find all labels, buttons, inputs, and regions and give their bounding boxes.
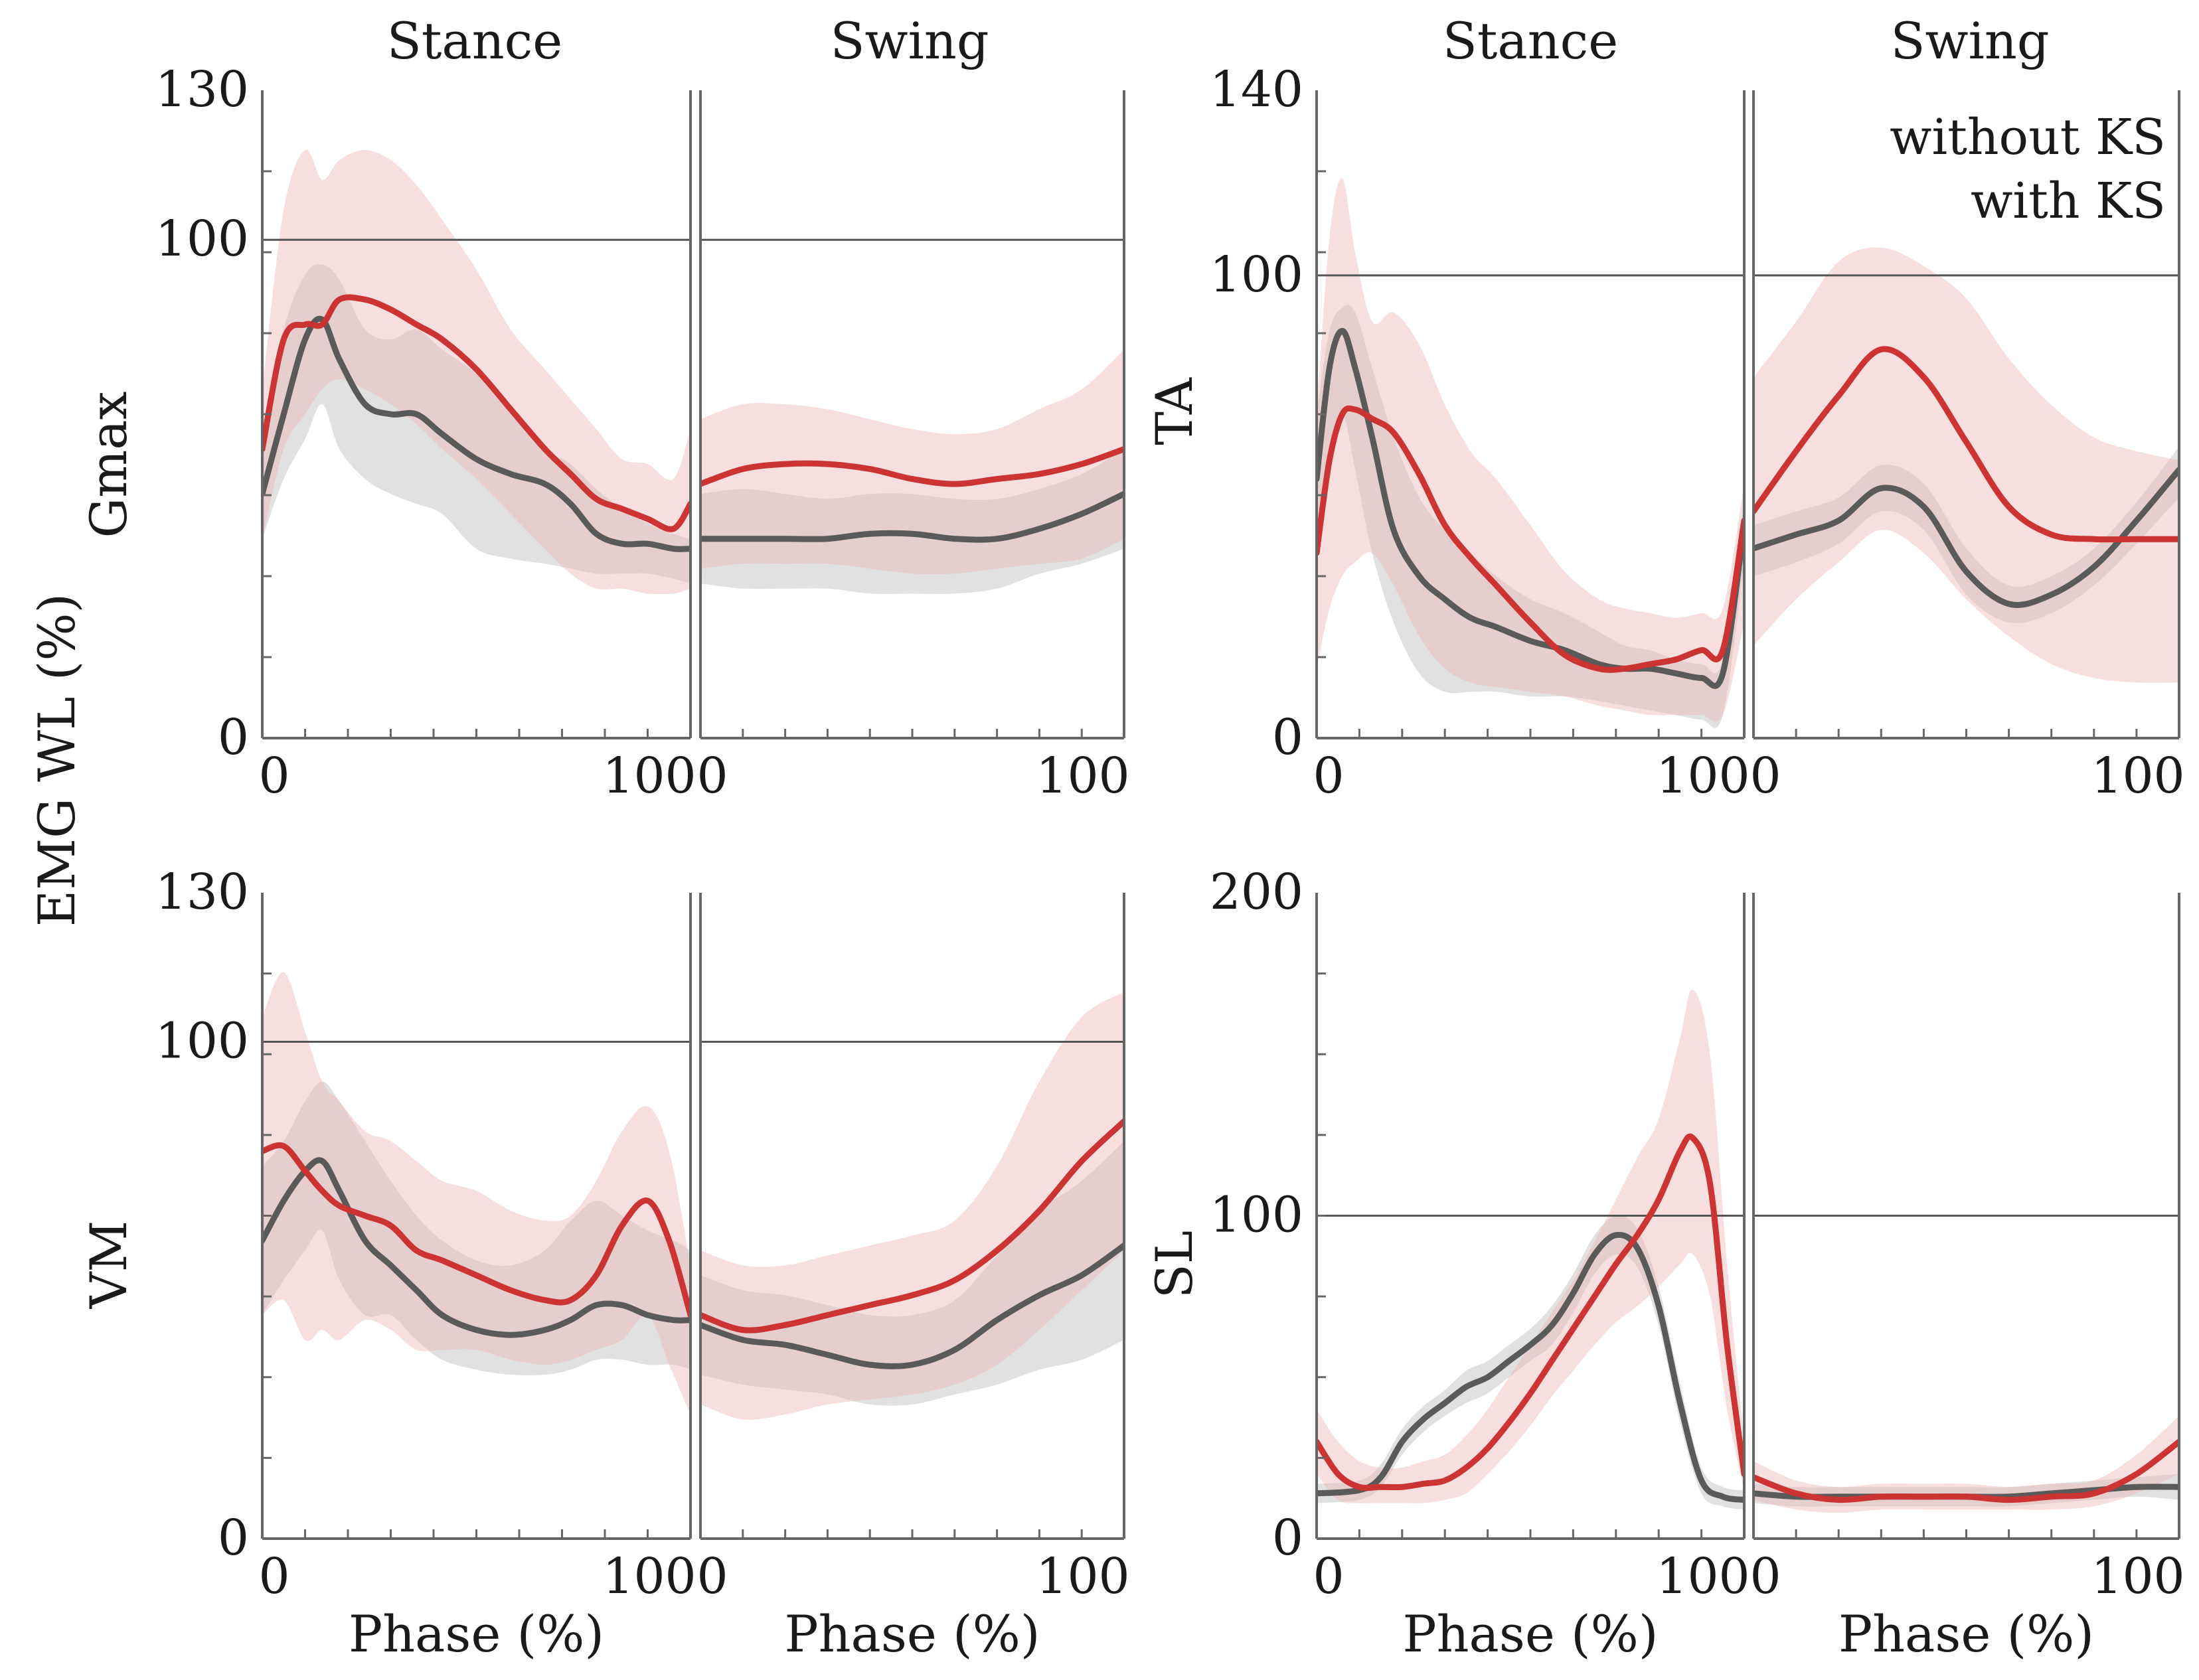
x-tick-0: 0 [258,747,289,804]
muscle-label-sl: SL [1145,1231,1204,1299]
line-with-ks [262,294,691,532]
legend-with-ks: with KS [1971,173,2166,230]
shared-y-label: EMG WL (%) [27,593,86,927]
line-without-ks [262,315,691,552]
x-tick-100: 100 [602,1548,696,1605]
muscle-label-gmax: Gmax [79,392,138,538]
plot-area [1753,247,2179,683]
plot-area [1317,989,1744,1510]
line-with-ks [1317,1133,1744,1491]
line-without-ks [1753,467,2179,608]
y-tick-max-ta: 140 [1210,61,1303,118]
band-without-ks [262,1081,691,1375]
axes-ta-stance: 0 100 [1313,90,1750,804]
line-without-ks [700,491,1124,543]
line-with-ks [1753,346,2179,543]
band-without-ks [1753,446,2179,623]
y-tick-100-sl: 100 [1210,1187,1303,1244]
plot-area [1317,178,1744,728]
y-tick-max-gmax: 130 [155,61,249,118]
x-tick-100: 100 [1656,1548,1750,1605]
band-with-ks [1753,247,2179,683]
x-axis-label: Phase (%) [349,1604,604,1663]
x-tick-0: 0 [1313,1548,1344,1605]
line-with-ks [262,1142,691,1318]
x-axis-label: Phase (%) [1402,1604,1658,1663]
x-axis-label: Phase (%) [784,1604,1040,1663]
x-tick-0: 0 [696,1548,728,1605]
line-without-ks [1317,328,1744,689]
y-tick-100-gmax: 100 [155,210,249,267]
x-tick-100: 100 [1036,747,1129,804]
band-without-ks [700,449,1124,594]
band-without-ks [1317,305,1744,728]
x-tick-0: 0 [1750,747,1781,804]
line-with-ks [1317,405,1744,673]
title-left-stance: Stance [387,11,562,70]
y-tick-0-ta: 0 [1272,709,1303,766]
line-with-ks [700,446,1124,487]
x-tick-100: 100 [2091,747,2184,804]
y-tick-0-gmax: 0 [218,709,249,766]
x-axis-label: Phase (%) [1838,1604,2094,1663]
line-without-ks [1317,1231,1744,1503]
axes-ta-swing: 0 100 [1750,90,2185,804]
y-tick-100-ta: 100 [1210,246,1303,303]
band-with-ks [1753,1416,2179,1513]
title-left-swing: Swing [830,11,989,70]
y-tick-max-vm: 130 [155,864,249,921]
y-tick-0-vm: 0 [218,1509,249,1566]
y-tick-max-sl: 200 [1210,864,1303,921]
axes-gmax-stance: 0 100 [258,90,696,804]
plot-area [262,972,691,1414]
x-tick-100: 100 [1036,1548,1129,1605]
title-right-swing: Swing [1890,11,2049,70]
line-without-ks [262,1157,691,1338]
legend-without-ks: without KS [1890,109,2166,166]
title-right-stance: Stance [1443,11,1618,70]
x-tick-0: 0 [1750,1548,1781,1605]
plot-area [1753,1215,2179,1513]
band-without-ks [700,1141,1124,1406]
x-tick-0: 0 [258,1548,289,1605]
plot-area [700,992,1124,1420]
line-without-ks [700,1242,1124,1369]
x-tick-100: 100 [602,747,696,804]
y-tick-0-sl: 0 [1272,1509,1303,1566]
band-without-ks [262,264,691,584]
band-with-ks [262,972,691,1414]
x-tick-0: 0 [1313,747,1344,804]
x-tick-100: 100 [2091,1548,2184,1605]
plot-area [700,238,1124,594]
x-tick-100: 100 [1656,747,1750,804]
x-tick-0: 0 [696,747,728,804]
plot-area [262,149,691,595]
band-with-ks [700,349,1124,575]
y-tick-100-vm: 100 [155,1013,249,1070]
line-with-ks [700,1118,1124,1334]
band-with-ks [1317,989,1744,1503]
axes-gmax-swing: 0 100 [696,90,1130,804]
band-with-ks [1317,178,1744,722]
line-with-ks [1753,1438,2179,1503]
muscle-label-ta: TA [1145,377,1204,445]
band-with-ks [700,992,1124,1420]
muscle-label-vm: VM [79,1221,138,1310]
